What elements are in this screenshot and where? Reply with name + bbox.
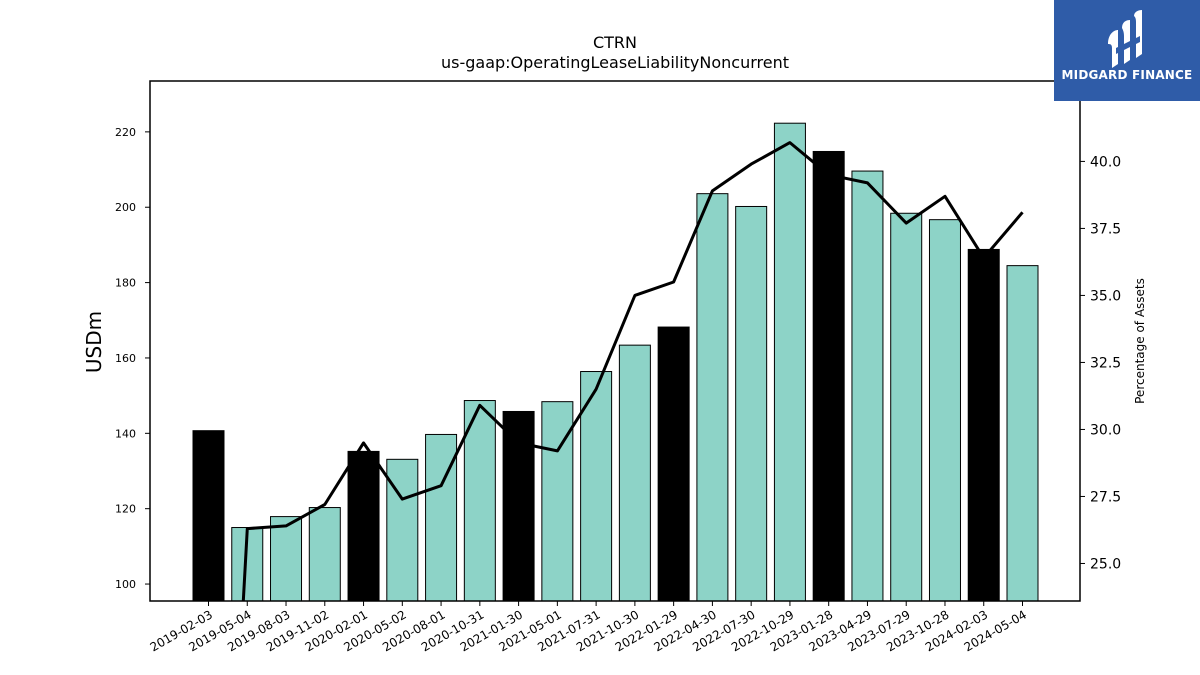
y-tick-label: 160 bbox=[115, 352, 136, 365]
y-tick-label: 220 bbox=[115, 126, 136, 139]
y-axis-label: USDm bbox=[82, 311, 106, 373]
y2-tick-label: 25.0 bbox=[1090, 556, 1121, 572]
y2-tick-label: 30.0 bbox=[1090, 422, 1121, 438]
bar bbox=[618, 344, 651, 602]
y2-tick-label: 32.5 bbox=[1090, 355, 1121, 371]
bar bbox=[580, 371, 613, 602]
bar bbox=[463, 400, 496, 602]
line-series bbox=[241, 141, 1024, 602]
y2-tick-label: 40.0 bbox=[1090, 154, 1121, 170]
bar bbox=[308, 507, 341, 602]
y-tick-label: 200 bbox=[115, 201, 136, 214]
y-tick-label: 120 bbox=[115, 503, 136, 516]
bar bbox=[773, 122, 806, 602]
chart-subtitle: us-gaap:OperatingLeaseLiabilityNoncurren… bbox=[441, 53, 789, 72]
y-tick-label: 140 bbox=[115, 427, 136, 440]
bar bbox=[192, 430, 225, 602]
y-tick-label: 100 bbox=[115, 578, 136, 591]
bar bbox=[851, 170, 884, 602]
bar bbox=[928, 219, 961, 602]
midgard-finance-logo: MIDGARD FINANCE bbox=[1054, 0, 1200, 101]
y2-axis-label: Percentage of Assets bbox=[1133, 278, 1147, 404]
bar bbox=[386, 458, 419, 602]
y2-tick-label: 35.0 bbox=[1090, 288, 1121, 304]
bar bbox=[696, 193, 729, 602]
bar-series bbox=[192, 122, 1039, 602]
bar bbox=[657, 326, 690, 602]
plot-frame bbox=[149, 80, 1081, 602]
logo-mark-icon bbox=[1108, 10, 1142, 68]
chart-title: CTRN bbox=[593, 33, 637, 52]
bar bbox=[1006, 265, 1039, 602]
bar bbox=[347, 450, 380, 602]
bar bbox=[967, 248, 1000, 602]
line-path bbox=[241, 141, 1024, 602]
bar bbox=[425, 433, 458, 602]
y2-tick-label: 27.5 bbox=[1090, 489, 1121, 505]
bar bbox=[270, 516, 303, 602]
bar bbox=[735, 205, 768, 602]
bar bbox=[890, 212, 923, 602]
y2-tick-label: 37.5 bbox=[1090, 221, 1121, 237]
logo-text: MIDGARD FINANCE bbox=[1061, 68, 1193, 82]
y-tick-label: 180 bbox=[115, 277, 136, 290]
bar bbox=[502, 410, 535, 602]
bar bbox=[812, 150, 845, 602]
